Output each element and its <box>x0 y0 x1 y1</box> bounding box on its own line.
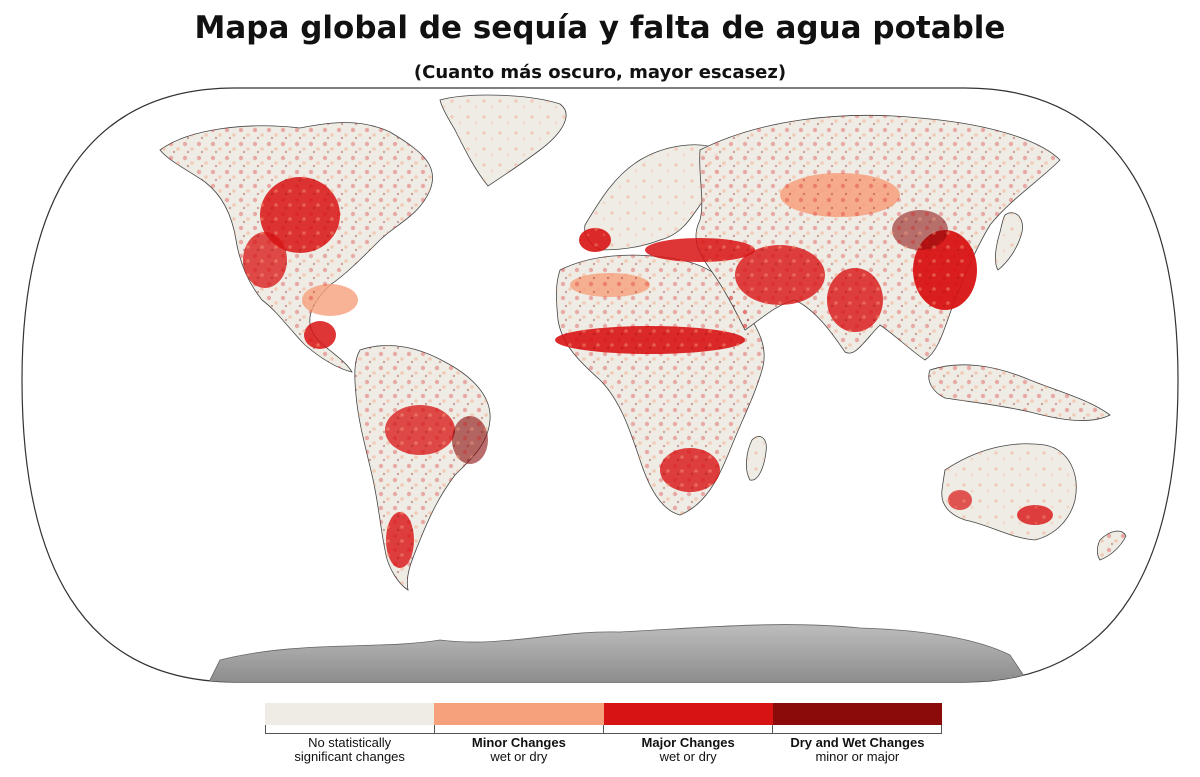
legend-item-no-change: No statistically significant changes <box>265 734 434 764</box>
legend-ticks <box>265 725 942 734</box>
legend-label: Dry and Wet Changes <box>790 735 925 750</box>
page-title: Mapa global de sequía y falta de agua po… <box>194 10 1006 46</box>
legend-tick <box>265 725 266 733</box>
legend-item-minor: Minor Changes wet or dry <box>434 734 603 764</box>
land-texture-layer <box>354 345 491 590</box>
land-texture <box>160 95 1126 590</box>
legend-tick <box>434 725 435 733</box>
legend-color-bar <box>265 703 942 725</box>
legend-item-dry-wet: Dry and Wet Changes minor or major <box>773 734 942 764</box>
land-texture-layer <box>160 122 433 372</box>
legend-item-major: Major Changes wet or dry <box>604 734 773 764</box>
legend-sublabel: minor or major <box>815 749 900 764</box>
legend-swatch-minor <box>434 703 604 725</box>
legend-tick <box>772 725 773 733</box>
land-texture-layer <box>928 364 1110 421</box>
page-subtitle: (Cuanto más oscuro, mayor escasez) <box>413 62 787 83</box>
legend-swatch-dry-wet <box>772 703 942 725</box>
map-legend: No statistically significant changes Min… <box>265 703 942 767</box>
legend-label: No statistically <box>308 735 392 750</box>
land-texture-layer <box>941 443 1077 540</box>
legend-sublabel: wet or dry <box>490 749 548 764</box>
legend-tick <box>941 725 942 733</box>
land-texture-layer <box>556 255 765 515</box>
land-texture-layer <box>695 115 1060 360</box>
land-texture-layer <box>584 144 724 250</box>
land-texture-layer <box>440 95 567 186</box>
legend-sublabel: wet or dry <box>659 749 717 764</box>
legend-tick <box>603 725 604 733</box>
landmass-antarctica <box>199 624 1041 682</box>
legend-sublabel: significant changes <box>294 749 405 764</box>
legend-label: Major Changes <box>641 735 735 750</box>
land-texture-layer <box>1097 531 1126 560</box>
land-texture-layer <box>746 436 767 481</box>
legend-labels: No statistically significant changes Min… <box>265 734 942 764</box>
legend-swatch-major <box>603 703 773 725</box>
land-texture-layer <box>995 212 1023 270</box>
legend-label: Minor Changes <box>471 735 566 750</box>
legend-swatch-no-change <box>265 703 435 725</box>
